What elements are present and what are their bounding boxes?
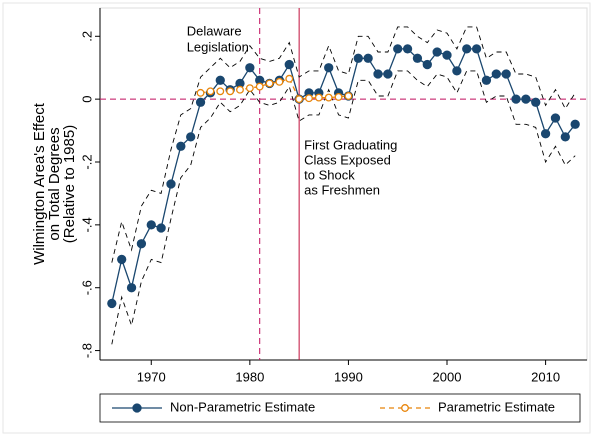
data-point: [442, 50, 452, 60]
data-point: [176, 141, 186, 151]
y-tick-label: -.6: [79, 280, 94, 295]
y-tick-label: -.2: [79, 154, 94, 169]
data-point: [226, 87, 235, 96]
data-point: [166, 179, 176, 189]
y-axis-label: on Total Degrees: [46, 127, 63, 240]
data-point: [334, 92, 343, 101]
data-point: [245, 63, 255, 73]
data-point: [255, 82, 264, 91]
series-line: [200, 77, 349, 100]
data-point: [432, 47, 442, 57]
plot-area: [99, 7, 588, 361]
data-point: [353, 53, 363, 63]
data-point: [206, 87, 215, 96]
x-tick-label: 2000: [433, 369, 462, 384]
data-point: [462, 44, 472, 54]
annotation: First Graduating: [304, 137, 397, 152]
data-point: [216, 87, 225, 96]
data-point: [136, 239, 147, 249]
data-point: [324, 93, 333, 102]
data-point: [402, 44, 413, 54]
y-axis-label: (Relative to 1985): [61, 125, 78, 243]
data-point: [305, 94, 313, 103]
data-point: [412, 53, 423, 63]
data-point: [236, 85, 244, 94]
data-point: [285, 74, 294, 83]
x-tick-label: 1980: [235, 369, 264, 384]
data-point: [126, 283, 137, 293]
legend-label: Parametric Estimate: [438, 399, 555, 414]
series-line: [111, 26, 576, 263]
annotation: Delaware: [187, 23, 242, 38]
data-point: [295, 95, 304, 104]
data-point: [560, 132, 570, 142]
annotation: Legislation: [187, 39, 249, 54]
data-point: [117, 254, 127, 265]
y-axis-label: Wilmington Area's Effect: [31, 102, 48, 265]
data-point: [363, 53, 373, 63]
annotation: Class Exposed: [304, 152, 391, 167]
data-point: [284, 59, 294, 70]
data-point: [324, 63, 334, 73]
data-point: [540, 129, 551, 139]
x-tick-label: 1990: [334, 369, 363, 384]
data-point: [501, 69, 511, 79]
legend-marker: [401, 404, 409, 412]
data-point: [393, 44, 403, 54]
data-point: [373, 69, 383, 79]
x-tick-label: 1970: [137, 369, 166, 384]
data-point: [245, 84, 254, 93]
data-point: [195, 97, 206, 107]
data-point: [314, 93, 323, 102]
annotation: to Shock: [304, 167, 355, 182]
data-point: [196, 88, 205, 97]
data-point: [146, 220, 156, 230]
y-tick-label: .2: [79, 31, 94, 42]
data-point: [265, 79, 274, 88]
data-point: [186, 132, 196, 142]
x-tick-label: 2010: [531, 369, 560, 384]
data-point: [344, 92, 353, 100]
data-point: [452, 66, 462, 76]
data-point: [531, 97, 541, 107]
annotation: as Freshmen: [304, 182, 380, 197]
data-point: [511, 94, 521, 104]
legend-label: Non-Parametric Estimate: [170, 399, 315, 414]
data-point: [107, 298, 117, 309]
data-point: [422, 59, 432, 70]
data-point: [481, 75, 492, 85]
data-point: [215, 75, 225, 85]
data-point: [550, 113, 561, 123]
data-point: [471, 44, 482, 54]
data-point: [383, 69, 393, 79]
data-point: [570, 119, 580, 129]
data-point: [275, 77, 284, 86]
legend-marker: [132, 403, 142, 413]
y-tick-label: 0: [79, 96, 94, 103]
data-point: [156, 223, 166, 233]
y-tick-label: -.4: [79, 217, 94, 232]
legend: [99, 393, 581, 423]
y-tick-label: -.8: [79, 343, 94, 358]
data-point: [491, 69, 501, 79]
data-point: [521, 94, 531, 104]
